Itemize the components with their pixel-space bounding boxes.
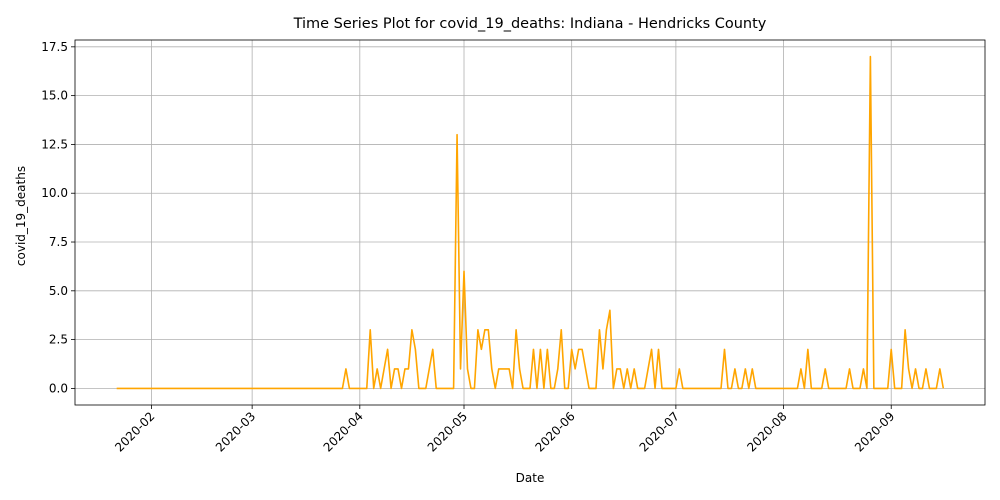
- x-axis-label: Date: [516, 471, 545, 485]
- x-tick-label: 2020-04: [321, 409, 366, 454]
- y-tick-label: 12.5: [41, 137, 68, 151]
- x-tick-label: 2020-02: [112, 409, 157, 454]
- y-tick-label: 10.0: [41, 186, 68, 200]
- x-tick-label: 2020-06: [532, 409, 577, 454]
- x-tick-label: 2020-05: [425, 409, 470, 454]
- y-tick-label: 2.5: [49, 333, 68, 347]
- chart-title: Time Series Plot for covid_19_deaths: In…: [293, 16, 767, 32]
- y-tick-label: 5.0: [49, 284, 68, 298]
- y-tick-label: 0.0: [49, 381, 68, 395]
- x-tick-label: 2020-09: [852, 409, 897, 454]
- y-axis-label: covid_19_deaths: [14, 166, 28, 266]
- y-tick-label: 15.0: [41, 89, 68, 103]
- x-tick-label: 2020-03: [213, 409, 258, 454]
- plot-frame: [74, 39, 986, 406]
- x-tick-label: 2020-07: [637, 409, 682, 454]
- y-tick-label: 17.5: [41, 40, 68, 54]
- data-line: [116, 55, 945, 390]
- x-tick-label: 2020-08: [744, 409, 789, 454]
- y-tick-label: 7.5: [49, 235, 68, 249]
